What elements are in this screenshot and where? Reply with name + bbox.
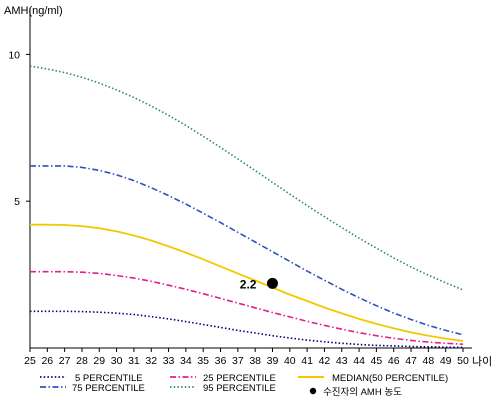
legend-point-label: 수진자의 AMH 농도 [323,387,402,398]
patient-point-group: 2.2 [240,277,278,291]
legend-label: 5 PERCENTILE [75,373,143,384]
x-tick-label: 48 [423,355,435,367]
patient-amh-value-label: 2.2 [240,277,257,291]
y-tick-label: 5 [14,196,20,208]
x-tick-label: 45 [371,355,383,367]
x-tick-label: 34 [180,355,192,367]
series-line-95-percentile [29,65,464,291]
x-tick-label: 32 [145,355,157,367]
x-tick-label: 47 [405,355,417,367]
series-line-median-50-percentile [30,223,464,342]
y-axis-label: AMH(ng/ml) [4,5,63,17]
x-tick-label: 39 [267,355,279,367]
patient-amh-point [266,277,278,289]
legend-label: 95 PERCENTILE [203,383,276,394]
x-tick-label: 25 [24,355,36,367]
legend-point-marker [309,387,317,395]
x-tick-label: 41 [301,355,313,367]
ticks: 25 26 27 28 29 30 31 32 33 34 35 36 37 38 39 40 41 42 43 44… [8,49,469,367]
x-tick-label: 33 [163,355,175,367]
x-tick-label: 36 [215,355,227,367]
x-tick-label: 31 [128,355,140,367]
series-line-75-percentile [30,165,464,336]
legend: 5 PERCENTILE 25 PERCENTILE MEDIAN(50 PERCE… [40,373,448,398]
legend-label: 25 PERCENTILE [203,373,276,384]
y-tick-label: 10 [8,49,20,61]
x-axis-label: 나이 [472,355,492,368]
x-tick-label: 35 [197,355,209,367]
x-tick-label: 26 [41,355,53,367]
x-tick-label: 40 [284,355,296,367]
x-tick-label: 37 [232,355,244,367]
x-tick-label: 28 [76,355,88,367]
x-tick-label: 46 [388,355,400,367]
x-tick-label: 50 [457,355,469,367]
x-tick-label: 44 [353,355,365,367]
axes [29,8,472,349]
x-tick-label: 38 [249,355,261,367]
x-tick-label: 49 [440,355,452,367]
x-tick-label: 43 [336,355,348,367]
x-tick-label: 42 [319,355,331,367]
legend-label: MEDIAN(50 PERCENTILE) [332,373,448,384]
legend-label: 75 PERCENTILE [72,383,145,394]
x-tick-label: 27 [59,355,71,367]
x-tick-label: 29 [93,355,105,367]
series-lines [29,65,464,349]
x-tick-label: 30 [111,355,123,367]
series-line-25-percentile [30,270,464,345]
series-line-5-percentile [30,310,464,349]
